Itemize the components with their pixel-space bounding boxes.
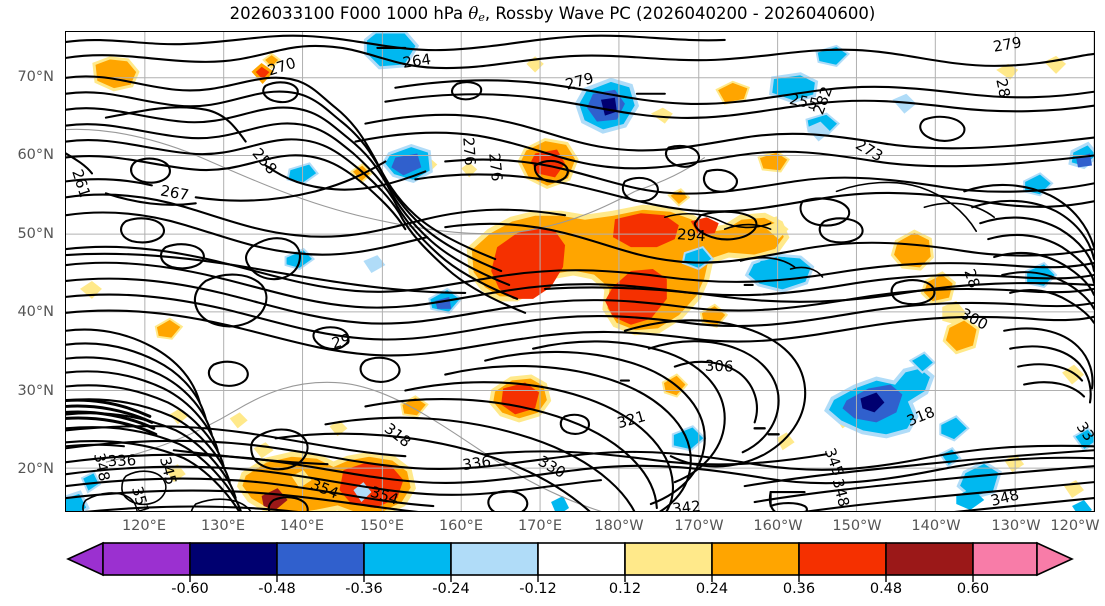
xtick-label-170E: 170°E xyxy=(517,518,563,534)
colorbar-swatch-2 xyxy=(276,542,365,576)
colorbar-swatch-3 xyxy=(363,542,452,576)
colorbar-tick-p048: 0.48 xyxy=(869,581,903,597)
ytick-label-50N: 50°N xyxy=(17,226,54,242)
shaded-anomaly-layer xyxy=(66,32,1094,511)
colorbar-tick-p024: 0.24 xyxy=(695,581,729,597)
contour-label-306: 306 xyxy=(705,357,734,376)
colorbar-tick-m012: -0.12 xyxy=(519,581,557,597)
colorbar-extend-high xyxy=(1036,541,1074,577)
colorbar-extend-low xyxy=(66,541,104,577)
contour-label-255: 255 xyxy=(788,90,820,114)
colorbar-swatch-10 xyxy=(972,542,1038,576)
contour-label-345c: 345 xyxy=(821,445,848,478)
colorbar-swatch-6 xyxy=(624,542,713,576)
colorbar-tick-m060: -0.60 xyxy=(171,581,209,597)
xtick-label-160W: 160°W xyxy=(753,518,803,534)
colorbar-swatch-4 xyxy=(450,542,539,576)
xtick-label-150E: 150°E xyxy=(359,518,405,534)
ytick-label-60N: 60°N xyxy=(17,147,54,163)
ytick-label-40N: 40°N xyxy=(17,304,54,320)
colorbar-swatch-7 xyxy=(711,542,800,576)
xtick-label-160E: 160°E xyxy=(438,518,484,534)
colorbar-tick-m036: -0.36 xyxy=(345,581,383,597)
xtick-label-130W: 130°W xyxy=(991,518,1041,534)
contour-label-345b: 345 xyxy=(156,455,180,487)
xtick-label-120W: 120°W xyxy=(1050,518,1100,534)
colorbar-tick-m048: -0.48 xyxy=(258,581,296,597)
xtick-label-130E: 130°E xyxy=(200,518,246,534)
contour-layer xyxy=(66,34,1094,511)
colorbar-tick-p036: 0.36 xyxy=(782,581,816,597)
contour-label-279b: 279 xyxy=(992,33,1023,56)
colorbar-swatch-0 xyxy=(102,542,191,576)
xtick-label-150W: 150°W xyxy=(832,518,882,534)
colorbar-tick-p012: 0.12 xyxy=(608,581,642,597)
colorbar-swatch-8 xyxy=(798,542,887,576)
ytick-label-70N: 70°N xyxy=(17,69,54,85)
contour-label-348: 348 xyxy=(90,451,114,483)
xtick-label-120E: 120°E xyxy=(121,518,167,534)
contour-label-285: 28 xyxy=(992,77,1014,99)
contour-label-291: 29 xyxy=(330,330,353,353)
contour-label-264: 264 xyxy=(401,50,432,72)
contour-label-318: 318 xyxy=(381,419,415,451)
theta-symbol: θ xyxy=(468,4,479,23)
contour-label-28b: 28 xyxy=(960,267,983,291)
contour-label-267: 267 xyxy=(159,182,190,205)
page-title: 2026033100 F000 1000 hPa θe, Rossby Wave… xyxy=(0,4,1105,24)
contour-label-276b: 276 xyxy=(459,137,479,167)
contour-label-336b: 336 xyxy=(107,451,136,470)
title-suffix: , Rossby Wave PC (2026040200 - 202604060… xyxy=(484,4,876,23)
contour-label-276: 276 xyxy=(485,152,506,182)
colorbar-swatch-5 xyxy=(537,542,626,576)
colorbar-swatch-9 xyxy=(885,542,974,576)
theta-subscript: e xyxy=(478,11,485,24)
ytick-label-30N: 30°N xyxy=(17,383,54,399)
ytick-label-20N: 20°N xyxy=(17,461,54,477)
contour-label-336: 336 xyxy=(461,452,492,474)
colorbar-swatch-1 xyxy=(189,542,278,576)
contour-labels: 258 261 267 270 264 279 279 255 273 276 … xyxy=(68,33,1094,511)
title-prefix: 2026033100 F000 1000 hPa xyxy=(229,4,469,23)
colorbar[interactable] xyxy=(0,540,1105,606)
contour-label-351: 351 xyxy=(128,484,153,511)
colorbar-swatches xyxy=(66,541,1074,582)
contour-label-342: 342 xyxy=(671,497,701,511)
xtick-label-180W: 180°W xyxy=(594,518,644,534)
colorbar-tick-m024: -0.24 xyxy=(432,581,470,597)
xtick-label-170W: 170°W xyxy=(674,518,724,534)
xtick-label-140W: 140°W xyxy=(911,518,961,534)
colorbar-tick-p060: 0.60 xyxy=(956,581,990,597)
map-contour-plot: 258 261 267 270 264 279 279 255 273 276 … xyxy=(66,32,1094,511)
xtick-label-140E: 140°E xyxy=(279,518,325,534)
map-plot-area[interactable]: 258 261 267 270 264 279 279 255 273 276 … xyxy=(65,31,1095,512)
contour-label-294: 294 xyxy=(677,225,707,245)
